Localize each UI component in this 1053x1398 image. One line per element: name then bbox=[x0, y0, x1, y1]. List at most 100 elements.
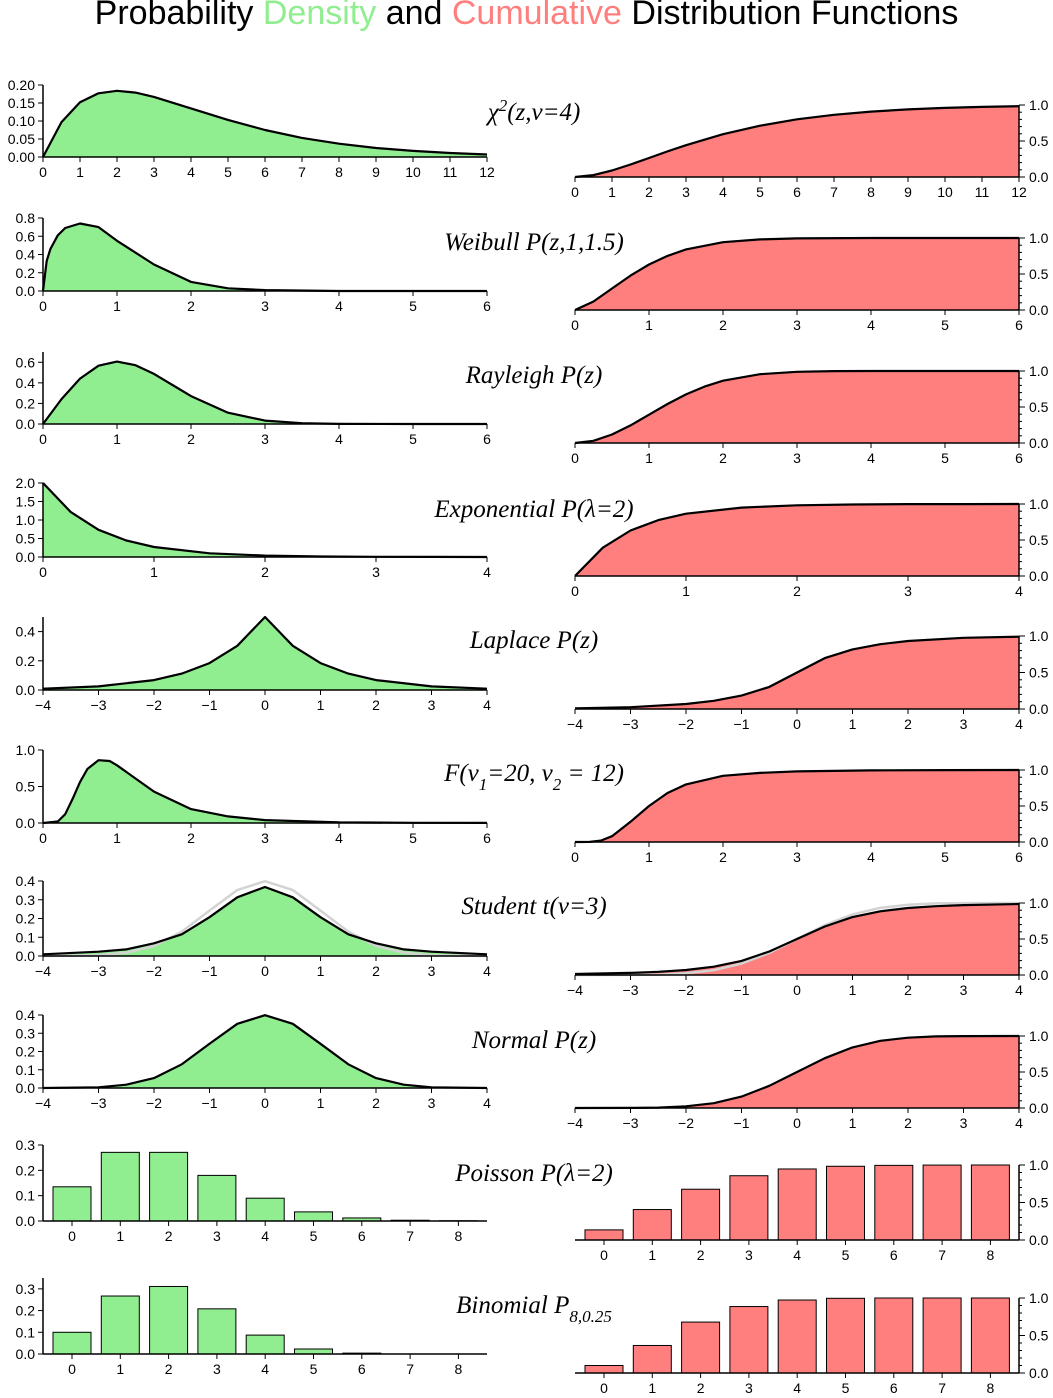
binomial-density-bar bbox=[52, 1331, 92, 1355]
chi2-density-xtick-label: 8 bbox=[335, 164, 343, 180]
laplace-density-xtick-label: −4 bbox=[35, 697, 51, 713]
row-rayleigh: 0 1 2 3 4 5 6 0.0 0.2 0.4 0.6 0 1 2 3 4 5 6 0.0 0.5 1.0 Rayle… bbox=[16, 352, 1049, 466]
chi2-density-ytick-label: 0.20 bbox=[8, 77, 35, 93]
normal-density-xtick-label: −3 bbox=[91, 1095, 107, 1111]
student-t-density-xtick-label: 2 bbox=[372, 963, 380, 979]
chi2-cumulative-xtick-label: 0 bbox=[571, 184, 579, 200]
normal-cumulative-xtick-label: −3 bbox=[623, 1115, 639, 1131]
binomial-density-ytick-label: 0.2 bbox=[16, 1303, 36, 1319]
exponential-cumulative-curve bbox=[574, 502, 1020, 577]
f-distribution-density-xtick-label: 5 bbox=[409, 830, 417, 846]
normal-density-area bbox=[43, 1015, 487, 1088]
laplace-cumulative-xtick-label: 1 bbox=[849, 716, 857, 732]
student-t-cumulative-xtick-label: −2 bbox=[678, 982, 694, 998]
laplace-density-ytick-label: 0.2 bbox=[16, 653, 36, 669]
weibull-density-panel: 0 1 2 3 4 5 6 0.0 0.2 0.4 0.6 0.8 bbox=[16, 210, 492, 314]
poisson-cumulative-bar bbox=[681, 1188, 721, 1241]
poisson-density-bar bbox=[197, 1174, 237, 1222]
rayleigh-cumulative-xtick-label: 4 bbox=[867, 450, 875, 466]
poisson-cumulative-bar bbox=[970, 1164, 1010, 1241]
normal-density-ytick-label: 0.3 bbox=[16, 1025, 36, 1041]
chi2-cumulative-xtick-label: 5 bbox=[756, 184, 764, 200]
row-binomial: 0 1 2 3 4 5 6 7 8 0.0 0.1 0.2 0.3 0 1 2 3 4 5 6 7 8 0.0 0.5 1.0 B… bbox=[16, 1278, 1049, 1396]
title-part-3: and bbox=[376, 0, 452, 32]
exponential-density-ytick-label: 0.5 bbox=[16, 531, 36, 547]
title-part-1: Probability bbox=[94, 0, 263, 32]
poisson-density-bar bbox=[294, 1211, 333, 1222]
weibull-cumulative-ytick-label: 0.0 bbox=[1029, 302, 1049, 318]
normal-density-xtick-label: −4 bbox=[35, 1095, 51, 1111]
laplace-cumulative-ytick-label: 0.0 bbox=[1029, 701, 1049, 717]
poisson-cumulative-bar bbox=[874, 1164, 914, 1241]
f-distribution-cumulative-xtick-label: 2 bbox=[719, 849, 727, 865]
laplace-density-xtick-label: −1 bbox=[202, 697, 218, 713]
f-distribution-cumulative-ytick-label: 1.0 bbox=[1029, 762, 1049, 778]
exponential-density-area bbox=[43, 483, 487, 557]
laplace-cumulative-ytick-label: 0.5 bbox=[1029, 665, 1049, 681]
f-distribution-cumulative-xtick-label: 1 bbox=[645, 849, 653, 865]
chi2-density-xtick-label: 0 bbox=[39, 164, 47, 180]
student-t-density-ytick-label: 0.3 bbox=[16, 892, 36, 908]
normal-density-ytick-label: 0.1 bbox=[16, 1062, 36, 1078]
poisson-density-xtick-label: 3 bbox=[213, 1228, 221, 1244]
student-t-label: Student t(ν=3) bbox=[461, 893, 606, 920]
normal-cumulative-ytick-label: 0.0 bbox=[1029, 1100, 1049, 1116]
poisson-density-bar bbox=[100, 1151, 140, 1222]
weibull-density-xtick-label: 2 bbox=[187, 298, 195, 314]
chi2-cumulative-xtick-label: 8 bbox=[867, 184, 875, 200]
laplace-density-xtick-label: 3 bbox=[428, 697, 436, 713]
rayleigh-cumulative-xtick-label: 6 bbox=[1015, 450, 1023, 466]
poisson-density-bar bbox=[245, 1197, 285, 1222]
student-t-cumulative-xtick-label: 2 bbox=[904, 982, 912, 998]
laplace-density-panel: −4 −3 −2 −1 0 1 2 3 4 0.0 0.2 0.4 bbox=[16, 615, 491, 713]
f-distribution-density-xtick-label: 2 bbox=[187, 830, 195, 846]
row-student-t: −4 −3 −2 −1 0 1 2 3 4 0.0 0.1 0.2 0.3 0.4 −4 −3 −2 −1 0 1 2 3… bbox=[16, 873, 1049, 998]
normal-cumulative-curve bbox=[574, 1034, 1020, 1110]
chi2-cumulative-xtick-label: 11 bbox=[975, 184, 990, 200]
weibull-cumulative-panel: 0 1 2 3 4 5 6 0.0 0.5 1.0 bbox=[571, 230, 1049, 333]
student-t-density-area bbox=[43, 887, 487, 956]
chi2-density-xtick-label: 2 bbox=[113, 164, 121, 180]
exponential-cumulative-xtick-label: 2 bbox=[793, 583, 801, 599]
poisson-density-ytick-label: 0.3 bbox=[16, 1137, 36, 1153]
normal-density-ytick-label: 0.2 bbox=[16, 1044, 36, 1060]
chi2-cumulative-xtick-label: 10 bbox=[937, 184, 953, 200]
laplace-density-area bbox=[43, 617, 487, 690]
normal-density-xtick-label: 4 bbox=[483, 1095, 491, 1111]
poisson-cumulative-xtick-label: 8 bbox=[987, 1247, 995, 1263]
poisson-cumulative-xtick-label: 7 bbox=[938, 1247, 946, 1263]
weibull-density-xtick-label: 0 bbox=[39, 298, 47, 314]
rayleigh-density-ytick-label: 0.4 bbox=[16, 375, 36, 391]
f-distribution-cumulative-xtick-label: 6 bbox=[1015, 849, 1023, 865]
chi2-cumulative-xtick-label: 6 bbox=[793, 184, 801, 200]
student-t-cumulative-ytick-label: 0.5 bbox=[1029, 931, 1049, 947]
exponential-label: Exponential P(λ=2) bbox=[433, 496, 633, 523]
laplace-density-xtick-label: 0 bbox=[261, 697, 269, 713]
row-chi2: 0 1 2 3 4 5 6 7 8 9 10 11 120.000.050.100.150.200 1 2 3… bbox=[8, 77, 1049, 200]
title-density-word: Density bbox=[262, 0, 377, 32]
row-laplace: −4 −3 −2 −1 0 1 2 3 4 0.0 0.2 0.4 −4 −3 −2 −1 0 1 2 3 4 0.0 0.… bbox=[16, 615, 1049, 732]
weibull-cumulative-xtick-label: 2 bbox=[719, 317, 727, 333]
laplace-cumulative-curve bbox=[574, 635, 1020, 710]
rayleigh-cumulative-xtick-label: 0 bbox=[571, 450, 579, 466]
chi2-cumulative-xtick-label: 9 bbox=[904, 184, 912, 200]
chi2-density-xtick-label: 10 bbox=[405, 164, 421, 180]
binomial-density-bar bbox=[197, 1308, 237, 1355]
binomial-density-bar bbox=[149, 1285, 189, 1355]
student-t-density-xtick-label: 0 bbox=[261, 963, 269, 979]
binomial-cumulative-ytick-label: 1.0 bbox=[1029, 1290, 1049, 1306]
student-t-density-ytick-label: 0.0 bbox=[16, 948, 36, 964]
binomial-cumulative-xtick-label: 6 bbox=[890, 1380, 898, 1396]
laplace-density-ytick-label: 0.0 bbox=[16, 682, 36, 698]
binomial-cumulative-xtick-label: 3 bbox=[745, 1380, 753, 1396]
laplace-density-xtick-label: −3 bbox=[91, 697, 107, 713]
exponential-cumulative-ytick-label: 0.0 bbox=[1029, 568, 1049, 584]
exponential-density-xtick-label: 0 bbox=[39, 564, 47, 580]
binomial-density-bar bbox=[100, 1295, 140, 1355]
poisson-cumulative-xtick-label: 1 bbox=[648, 1247, 656, 1263]
student-t-density-ytick-label: 0.1 bbox=[16, 929, 36, 945]
rayleigh-density-xtick-label: 1 bbox=[113, 431, 121, 447]
student-t-cumulative-ytick-label: 0.0 bbox=[1029, 967, 1049, 983]
rayleigh-density-xtick-label: 2 bbox=[187, 431, 195, 447]
f-distribution-cumulative-curve bbox=[574, 768, 1020, 844]
